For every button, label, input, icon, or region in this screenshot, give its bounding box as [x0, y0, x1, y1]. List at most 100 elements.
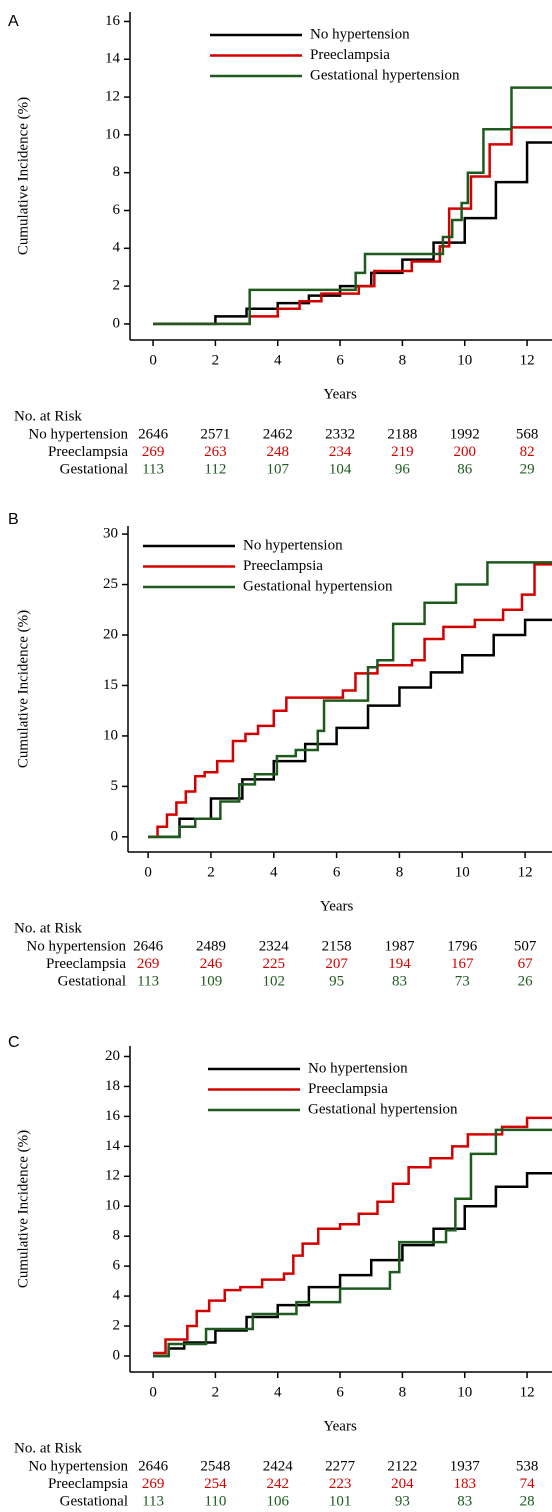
- legend-label: No hypertension: [243, 537, 343, 553]
- risk-title: No. at Risk: [14, 408, 82, 424]
- y-tick-label: 12: [105, 89, 120, 105]
- step-line: [153, 1172, 552, 1358]
- risk-row-label: Gestational: [58, 973, 126, 989]
- risk-value: 167: [451, 956, 474, 972]
- x-axis-label: Years: [323, 386, 357, 402]
- risk-value: 67: [518, 956, 534, 972]
- risk-value: 95: [329, 973, 344, 989]
- risk-value: 263: [204, 444, 227, 460]
- risk-value: 254: [204, 1476, 227, 1492]
- x-tick-label: 8: [399, 1384, 407, 1400]
- risk-row-label: Gestational: [60, 461, 128, 477]
- y-tick-label: 2: [113, 278, 121, 294]
- risk-value: 2424: [263, 1458, 294, 1474]
- x-tick-label: 4: [270, 864, 278, 880]
- risk-value: 93: [395, 1493, 410, 1509]
- risk-value: 112: [204, 461, 226, 477]
- y-tick-label: 6: [113, 1258, 121, 1274]
- y-axis-label: Cumulative Incidence (%): [15, 610, 31, 768]
- step-line: [153, 141, 552, 326]
- risk-value: 219: [391, 444, 414, 460]
- legend-label: Preeclampsia: [310, 47, 390, 63]
- risk-title: No. at Risk: [14, 920, 82, 936]
- risk-value: 2489: [196, 938, 226, 954]
- y-tick-label: 10: [105, 1198, 120, 1214]
- risk-value: 1937: [450, 1458, 481, 1474]
- risk-value: 2324: [259, 938, 290, 954]
- risk-value: 568: [516, 426, 539, 442]
- risk-value: 269: [142, 444, 165, 460]
- risk-row-label: No hypertension: [28, 426, 128, 442]
- x-tick-label: 10: [457, 1384, 472, 1400]
- x-tick-label: 4: [274, 1384, 282, 1400]
- panel-label: A: [8, 13, 19, 30]
- x-tick-label: 0: [149, 352, 157, 368]
- plot-lines: [153, 86, 552, 326]
- y-tick-label: 10: [103, 727, 118, 743]
- y-tick-label: 20: [103, 626, 118, 642]
- risk-value: 107: [266, 461, 289, 477]
- risk-value: 26: [518, 973, 534, 989]
- y-tick-label: 12: [105, 1168, 120, 1184]
- legend-label: No hypertension: [310, 26, 410, 42]
- legend-label: Preeclampsia: [243, 558, 323, 574]
- x-tick-label: 8: [399, 352, 407, 368]
- risk-row-label: Preeclampsia: [46, 956, 126, 972]
- risk-value: 2462: [263, 426, 293, 442]
- y-tick-label: 16: [105, 1108, 121, 1124]
- y-tick-label: 2: [113, 1317, 121, 1333]
- y-tick-label: 6: [113, 202, 121, 218]
- step-line: [148, 561, 552, 839]
- x-tick-label: 0: [149, 1384, 157, 1400]
- risk-value: 2646: [138, 426, 169, 442]
- step-line: [148, 563, 552, 839]
- risk-value: 28: [520, 1493, 535, 1509]
- risk-title: No. at Risk: [14, 1440, 82, 1456]
- risk-row-label: Gestational: [60, 1493, 128, 1509]
- risk-value: 86: [457, 461, 473, 477]
- y-tick-label: 0: [113, 1347, 121, 1363]
- legend-label: Gestational hypertension: [308, 1101, 458, 1117]
- y-tick-label: 0: [113, 315, 121, 331]
- legend-label: Preeclampsia: [308, 1081, 388, 1097]
- plot-lines: [148, 561, 552, 839]
- plot-lines: [153, 1116, 552, 1358]
- y-tick-label: 25: [103, 576, 118, 592]
- step-line: [153, 126, 552, 326]
- y-tick-label: 4: [113, 1288, 121, 1304]
- risk-value: 2548: [200, 1458, 230, 1474]
- risk-value: 113: [142, 461, 164, 477]
- risk-value: 2188: [387, 426, 417, 442]
- step-line: [153, 86, 552, 326]
- risk-value: 204: [391, 1476, 414, 1492]
- x-tick-label: 0: [144, 864, 152, 880]
- risk-value: 248: [266, 444, 289, 460]
- x-tick-label: 12: [520, 1384, 535, 1400]
- risk-value: 29: [520, 461, 535, 477]
- risk-value: 96: [395, 461, 411, 477]
- risk-value: 246: [200, 956, 223, 972]
- step-line: [153, 1116, 552, 1355]
- risk-value: 113: [142, 1493, 164, 1509]
- risk-value: 225: [263, 956, 286, 972]
- y-tick-label: 20: [105, 1048, 120, 1064]
- risk-value: 2646: [133, 938, 164, 954]
- y-tick-label: 14: [105, 51, 121, 67]
- risk-value: 2646: [138, 1458, 169, 1474]
- risk-value: 83: [392, 973, 407, 989]
- risk-value: 113: [137, 973, 159, 989]
- risk-value: 269: [142, 1476, 165, 1492]
- risk-value: 109: [200, 973, 223, 989]
- risk-value: 110: [204, 1493, 226, 1509]
- step-line: [153, 1128, 552, 1358]
- risk-value: 538: [516, 1458, 539, 1474]
- y-tick-label: 5: [111, 778, 119, 794]
- risk-value: 507: [514, 938, 537, 954]
- x-tick-label: 2: [212, 352, 220, 368]
- risk-value: 269: [137, 956, 160, 972]
- risk-value: 2122: [387, 1458, 417, 1474]
- risk-value: 106: [266, 1493, 289, 1509]
- x-tick-label: 12: [520, 352, 535, 368]
- y-tick-label: 10: [105, 126, 120, 142]
- risk-value: 2332: [325, 426, 355, 442]
